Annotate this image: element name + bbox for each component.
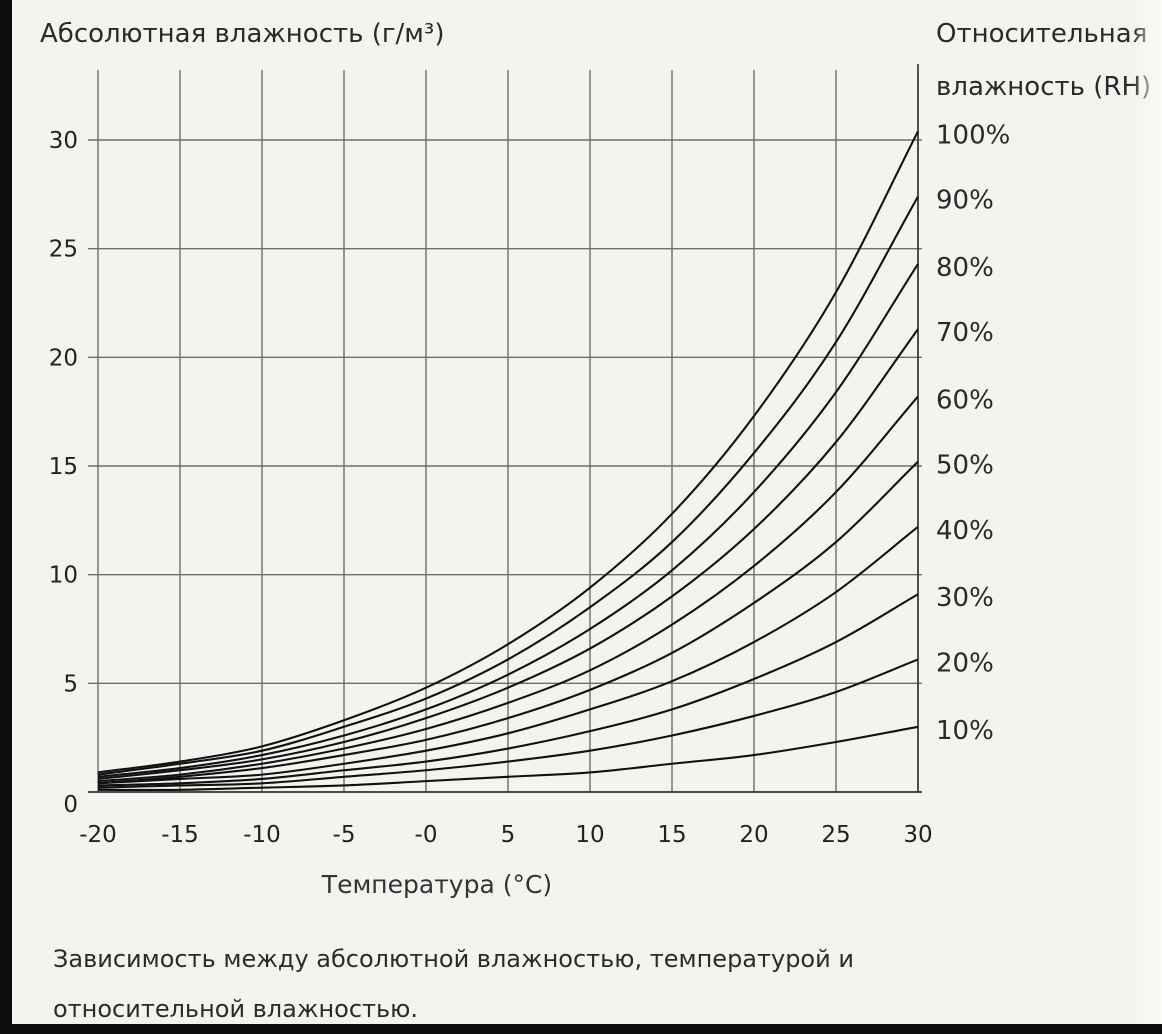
rh-curve-60 — [97, 395, 919, 783]
y-tick-label: 15 — [49, 454, 78, 480]
chart-page: -20 -15 -10 -5 -0 5 10 15 20 25 30 0 5 10 15 20 25 30 10… — [12, 0, 1162, 1024]
rh-curve-10 — [97, 725, 919, 792]
x-tick-label: -20 — [79, 822, 117, 848]
x-tick-label: 25 — [821, 822, 850, 848]
rh-curve-40 — [97, 526, 919, 785]
grid — [88, 64, 922, 793]
rh-curve-70 — [97, 328, 919, 781]
y-tick-label: 10 — [49, 563, 78, 589]
figure-caption: Зависимость между абсолютной влажностью,… — [53, 945, 854, 1023]
x-tick-label: -15 — [161, 822, 199, 848]
rh-label-40: 40% — [936, 516, 994, 546]
rh-label-60: 60% — [936, 385, 994, 415]
rh-curve-30 — [97, 593, 919, 787]
y-tick-label: 0 — [63, 792, 78, 818]
rh-label-30: 30% — [936, 583, 994, 613]
rh-label-50: 50% — [936, 451, 994, 481]
humidity-chart: -20 -15 -10 -5 -0 5 10 15 20 25 30 0 5 10 15 20 25 30 10… — [40, 19, 1151, 899]
x-tick-labels: -20 -15 -10 -5 -0 5 10 15 20 25 30 — [79, 822, 932, 848]
series-axis-title-line2: влажность (RH) — [936, 72, 1151, 102]
series-axis-title-line1: Относительная — [936, 19, 1147, 49]
rh-curve-20 — [97, 658, 919, 789]
x-tick-label: 30 — [903, 822, 932, 848]
y-tick-label: 5 — [63, 671, 78, 697]
x-tick-label: -0 — [415, 822, 438, 848]
x-axis-title: Температура (°C) — [321, 870, 552, 899]
rh-label-80: 80% — [936, 253, 994, 283]
page-edge-fade — [1132, 0, 1162, 1024]
rh-label-90: 90% — [936, 186, 994, 216]
rh-labels: 100% 90% 80% 70% 60% 50% 40% 30% 20% 10% — [936, 120, 1010, 745]
x-tick-label: 20 — [739, 822, 768, 848]
rh-curve-50 — [97, 460, 919, 785]
y-axis-title: Абсолютная влажность (г/м³) — [40, 19, 445, 49]
rh-curves — [97, 130, 919, 792]
x-tick-label: -5 — [333, 822, 356, 848]
rh-curve-80 — [97, 263, 919, 778]
y-tick-label: 25 — [49, 237, 78, 263]
x-tick-label: 5 — [501, 822, 516, 848]
y-tick-labels: 0 5 10 15 20 25 30 — [49, 128, 78, 818]
rh-label-70: 70% — [936, 318, 994, 348]
rh-label-20: 20% — [936, 648, 994, 678]
rh-label-100: 100% — [936, 120, 1010, 150]
x-tick-label: 10 — [575, 822, 604, 848]
y-tick-label: 20 — [49, 345, 78, 371]
rh-curve-90 — [97, 195, 919, 776]
y-tick-label: 30 — [49, 128, 78, 154]
x-tick-label: -10 — [243, 822, 281, 848]
x-tick-label: 15 — [657, 822, 686, 848]
rh-curve-100 — [97, 130, 919, 774]
rh-label-10: 10% — [936, 716, 994, 746]
